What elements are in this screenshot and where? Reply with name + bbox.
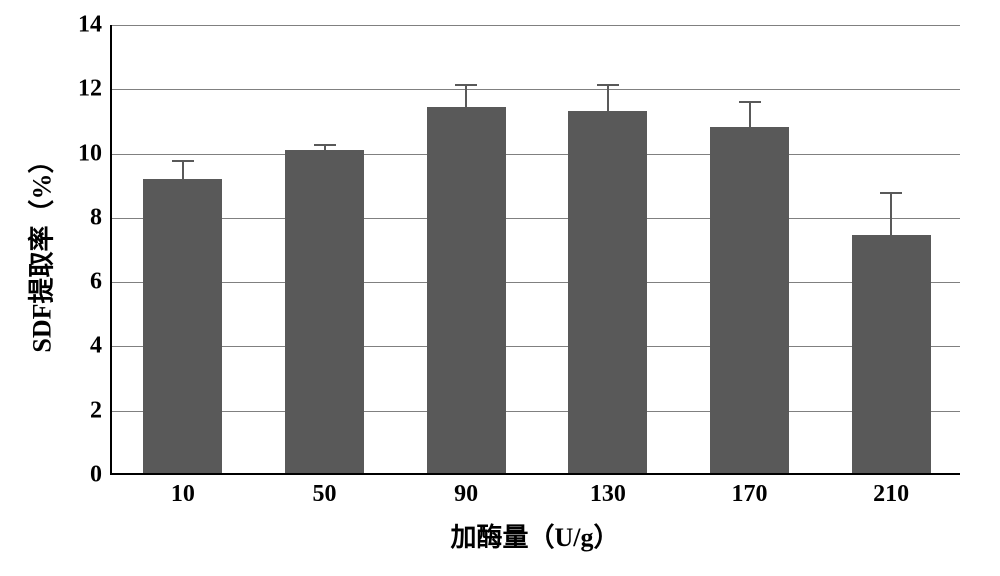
x-tick-label: 210	[873, 473, 909, 508]
x-axis-title: 加酶量（U/g）	[450, 517, 619, 554]
gridline	[112, 346, 960, 347]
gridline	[112, 411, 960, 412]
error-bar	[597, 84, 619, 148]
y-tick-label: 0	[90, 462, 112, 489]
x-tick-label: 10	[171, 473, 195, 508]
gridline	[112, 282, 960, 283]
error-bar	[314, 144, 336, 162]
plot-area: 02468101214105090130170210	[110, 25, 960, 475]
gridline	[112, 154, 960, 155]
y-tick-label: 8	[90, 204, 112, 231]
bar	[143, 179, 222, 473]
bar	[710, 127, 789, 473]
y-tick-label: 4	[90, 333, 112, 360]
gridline	[112, 25, 960, 26]
y-tick-label: 6	[90, 269, 112, 296]
bar	[427, 107, 506, 473]
error-bar	[455, 84, 477, 134]
chart-container: 02468101214105090130170210 SDF提取率（%） 加酶量…	[0, 0, 1000, 576]
x-tick-label: 50	[313, 473, 337, 508]
x-tick-label: 90	[454, 473, 478, 508]
y-axis-title: SDF提取率（%）	[22, 147, 59, 352]
bar	[568, 111, 647, 473]
error-bar	[739, 101, 761, 156]
x-tick-label: 170	[732, 473, 768, 508]
error-bar	[172, 160, 194, 203]
y-tick-label: 10	[78, 140, 112, 167]
y-tick-label: 14	[78, 12, 112, 39]
y-tick-label: 2	[90, 397, 112, 424]
gridline	[112, 218, 960, 219]
gridline	[112, 89, 960, 90]
error-bar	[880, 192, 902, 284]
x-tick-label: 130	[590, 473, 626, 508]
bar	[285, 150, 364, 473]
y-tick-label: 12	[78, 76, 112, 103]
